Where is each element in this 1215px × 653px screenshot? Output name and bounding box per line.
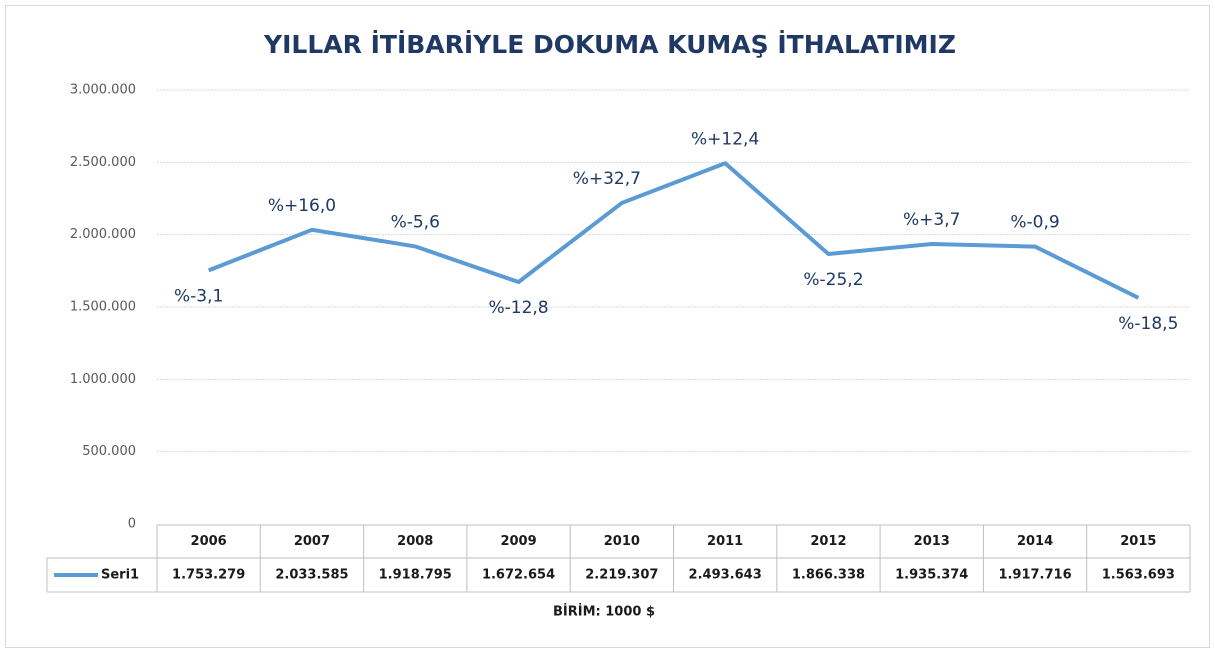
annotation: %-12,8	[488, 298, 548, 318]
table-value: 1.563.693	[1102, 568, 1175, 583]
annotation: %+3,7	[903, 210, 960, 230]
annotation: %-3,1	[174, 286, 223, 306]
table-value: 2.219.307	[585, 568, 658, 583]
annotation: %+16,0	[268, 196, 336, 216]
table-value: 2.493.643	[689, 568, 762, 583]
table-value: 1.917.716	[998, 568, 1071, 583]
x-tick-label: 2012	[810, 534, 846, 549]
annotation: %-5,6	[391, 212, 440, 232]
annotation: %+32,7	[573, 169, 641, 189]
table-value: 1.918.795	[379, 568, 452, 583]
series-line	[207, 161, 1140, 300]
y-tick-label: 2.500.000	[70, 155, 136, 170]
x-tick-label: 2013	[914, 534, 950, 549]
unit-note: BİRİM: 1000 $	[553, 604, 655, 620]
annotation: %-18,5	[1118, 314, 1178, 334]
chart-title: YILLAR İTİBARİYLE DOKUMA KUMAŞ İTHALATIM…	[263, 29, 956, 59]
annotation: %-0,9	[1010, 213, 1059, 233]
x-tick-label: 2008	[397, 534, 433, 549]
y-tick-label: 3.000.000	[70, 83, 136, 98]
table-value: 1.753.279	[172, 568, 245, 583]
x-tick-label: 2007	[294, 534, 330, 549]
y-tick-label: 2.000.000	[70, 227, 136, 242]
y-tick-label: 500.000	[82, 444, 136, 459]
annotation: %-25,2	[803, 270, 863, 290]
table-value: 2.033.585	[275, 568, 348, 583]
x-tick-label: 2015	[1120, 534, 1156, 549]
x-tick-label: 2011	[707, 534, 743, 549]
table-value: 1.935.374	[895, 568, 968, 583]
y-tick-label: 1.500.000	[70, 300, 136, 315]
x-tick-label: 2010	[604, 534, 640, 549]
table-value: 1.866.338	[792, 568, 865, 583]
table-value: 1.672.654	[482, 568, 555, 583]
legend-label: Seri1	[101, 568, 139, 583]
annotation: %+12,4	[691, 129, 759, 149]
y-tick-label: 0	[128, 517, 136, 532]
x-tick-label: 2014	[1017, 534, 1053, 549]
x-tick-label: 2009	[500, 534, 536, 549]
chart-border	[5, 5, 1210, 648]
x-tick-label: 2006	[191, 534, 227, 549]
y-tick-label: 1.000.000	[70, 372, 136, 387]
